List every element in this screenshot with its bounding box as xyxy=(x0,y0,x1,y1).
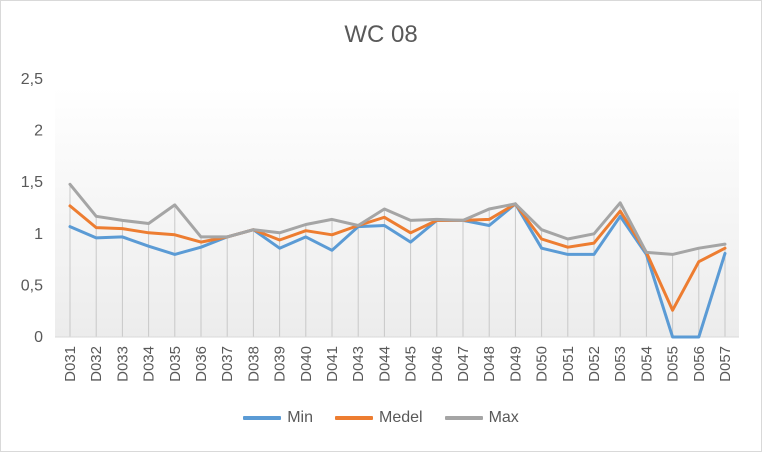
x-tick-label: D057 xyxy=(717,346,734,382)
y-tick-label: 0 xyxy=(34,329,43,346)
legend-item-max: Max xyxy=(444,409,519,427)
chart-legend: Min Medel Max xyxy=(1,409,761,427)
plot-area-background xyxy=(55,87,739,337)
legend-label: Medel xyxy=(378,409,423,426)
y-tick-label: 0,5 xyxy=(21,277,43,294)
x-tick-label: D049 xyxy=(507,346,524,382)
x-tick-label: D056 xyxy=(691,346,708,382)
y-tick-label: 2 xyxy=(34,123,43,140)
x-tick-label: D044 xyxy=(376,346,393,382)
y-tick-label: 1 xyxy=(34,226,43,243)
y-tick-label: 1,5 xyxy=(21,174,43,191)
x-tick-label: D039 xyxy=(272,346,289,382)
series-line-min xyxy=(68,202,727,339)
x-tick-label: D037 xyxy=(219,346,236,382)
legend-item-medel: Medel xyxy=(334,409,423,427)
x-tick-label: D047 xyxy=(455,346,472,382)
x-tick-label: D038 xyxy=(245,346,262,382)
legend-swatch xyxy=(243,416,282,420)
x-tick-label: D034 xyxy=(141,346,158,382)
x-tick-label: D036 xyxy=(193,346,210,382)
x-tick-label: D041 xyxy=(324,346,341,382)
x-tick-label: D033 xyxy=(114,346,131,382)
y-tick-label: 2,5 xyxy=(21,71,43,88)
legend-label: Max xyxy=(488,409,519,426)
x-tick-label: D043 xyxy=(350,346,367,382)
x-tick-label: D045 xyxy=(403,346,420,382)
x-tick-label: D055 xyxy=(665,346,682,382)
x-tick-label: D035 xyxy=(167,346,184,382)
legend-item-min: Min xyxy=(243,409,313,427)
x-tick-label: D048 xyxy=(481,346,498,382)
x-tick-label: D040 xyxy=(298,346,315,382)
x-tick-label: D053 xyxy=(612,346,629,382)
legend-label: Min xyxy=(287,409,313,426)
x-tick-label: D052 xyxy=(586,346,603,382)
chart-title: WC 08 xyxy=(344,21,418,48)
x-tick-label: D046 xyxy=(429,346,446,382)
x-tick-label: D032 xyxy=(88,346,105,382)
legend-swatch xyxy=(334,416,373,420)
series-line-medel xyxy=(68,202,727,312)
x-tick-label: D031 xyxy=(62,346,79,382)
x-tick-label: D050 xyxy=(534,346,551,382)
legend-swatch xyxy=(444,416,483,420)
x-tick-label: D054 xyxy=(638,346,655,382)
series-line-max xyxy=(68,182,727,256)
x-tick-label: D051 xyxy=(560,346,577,382)
